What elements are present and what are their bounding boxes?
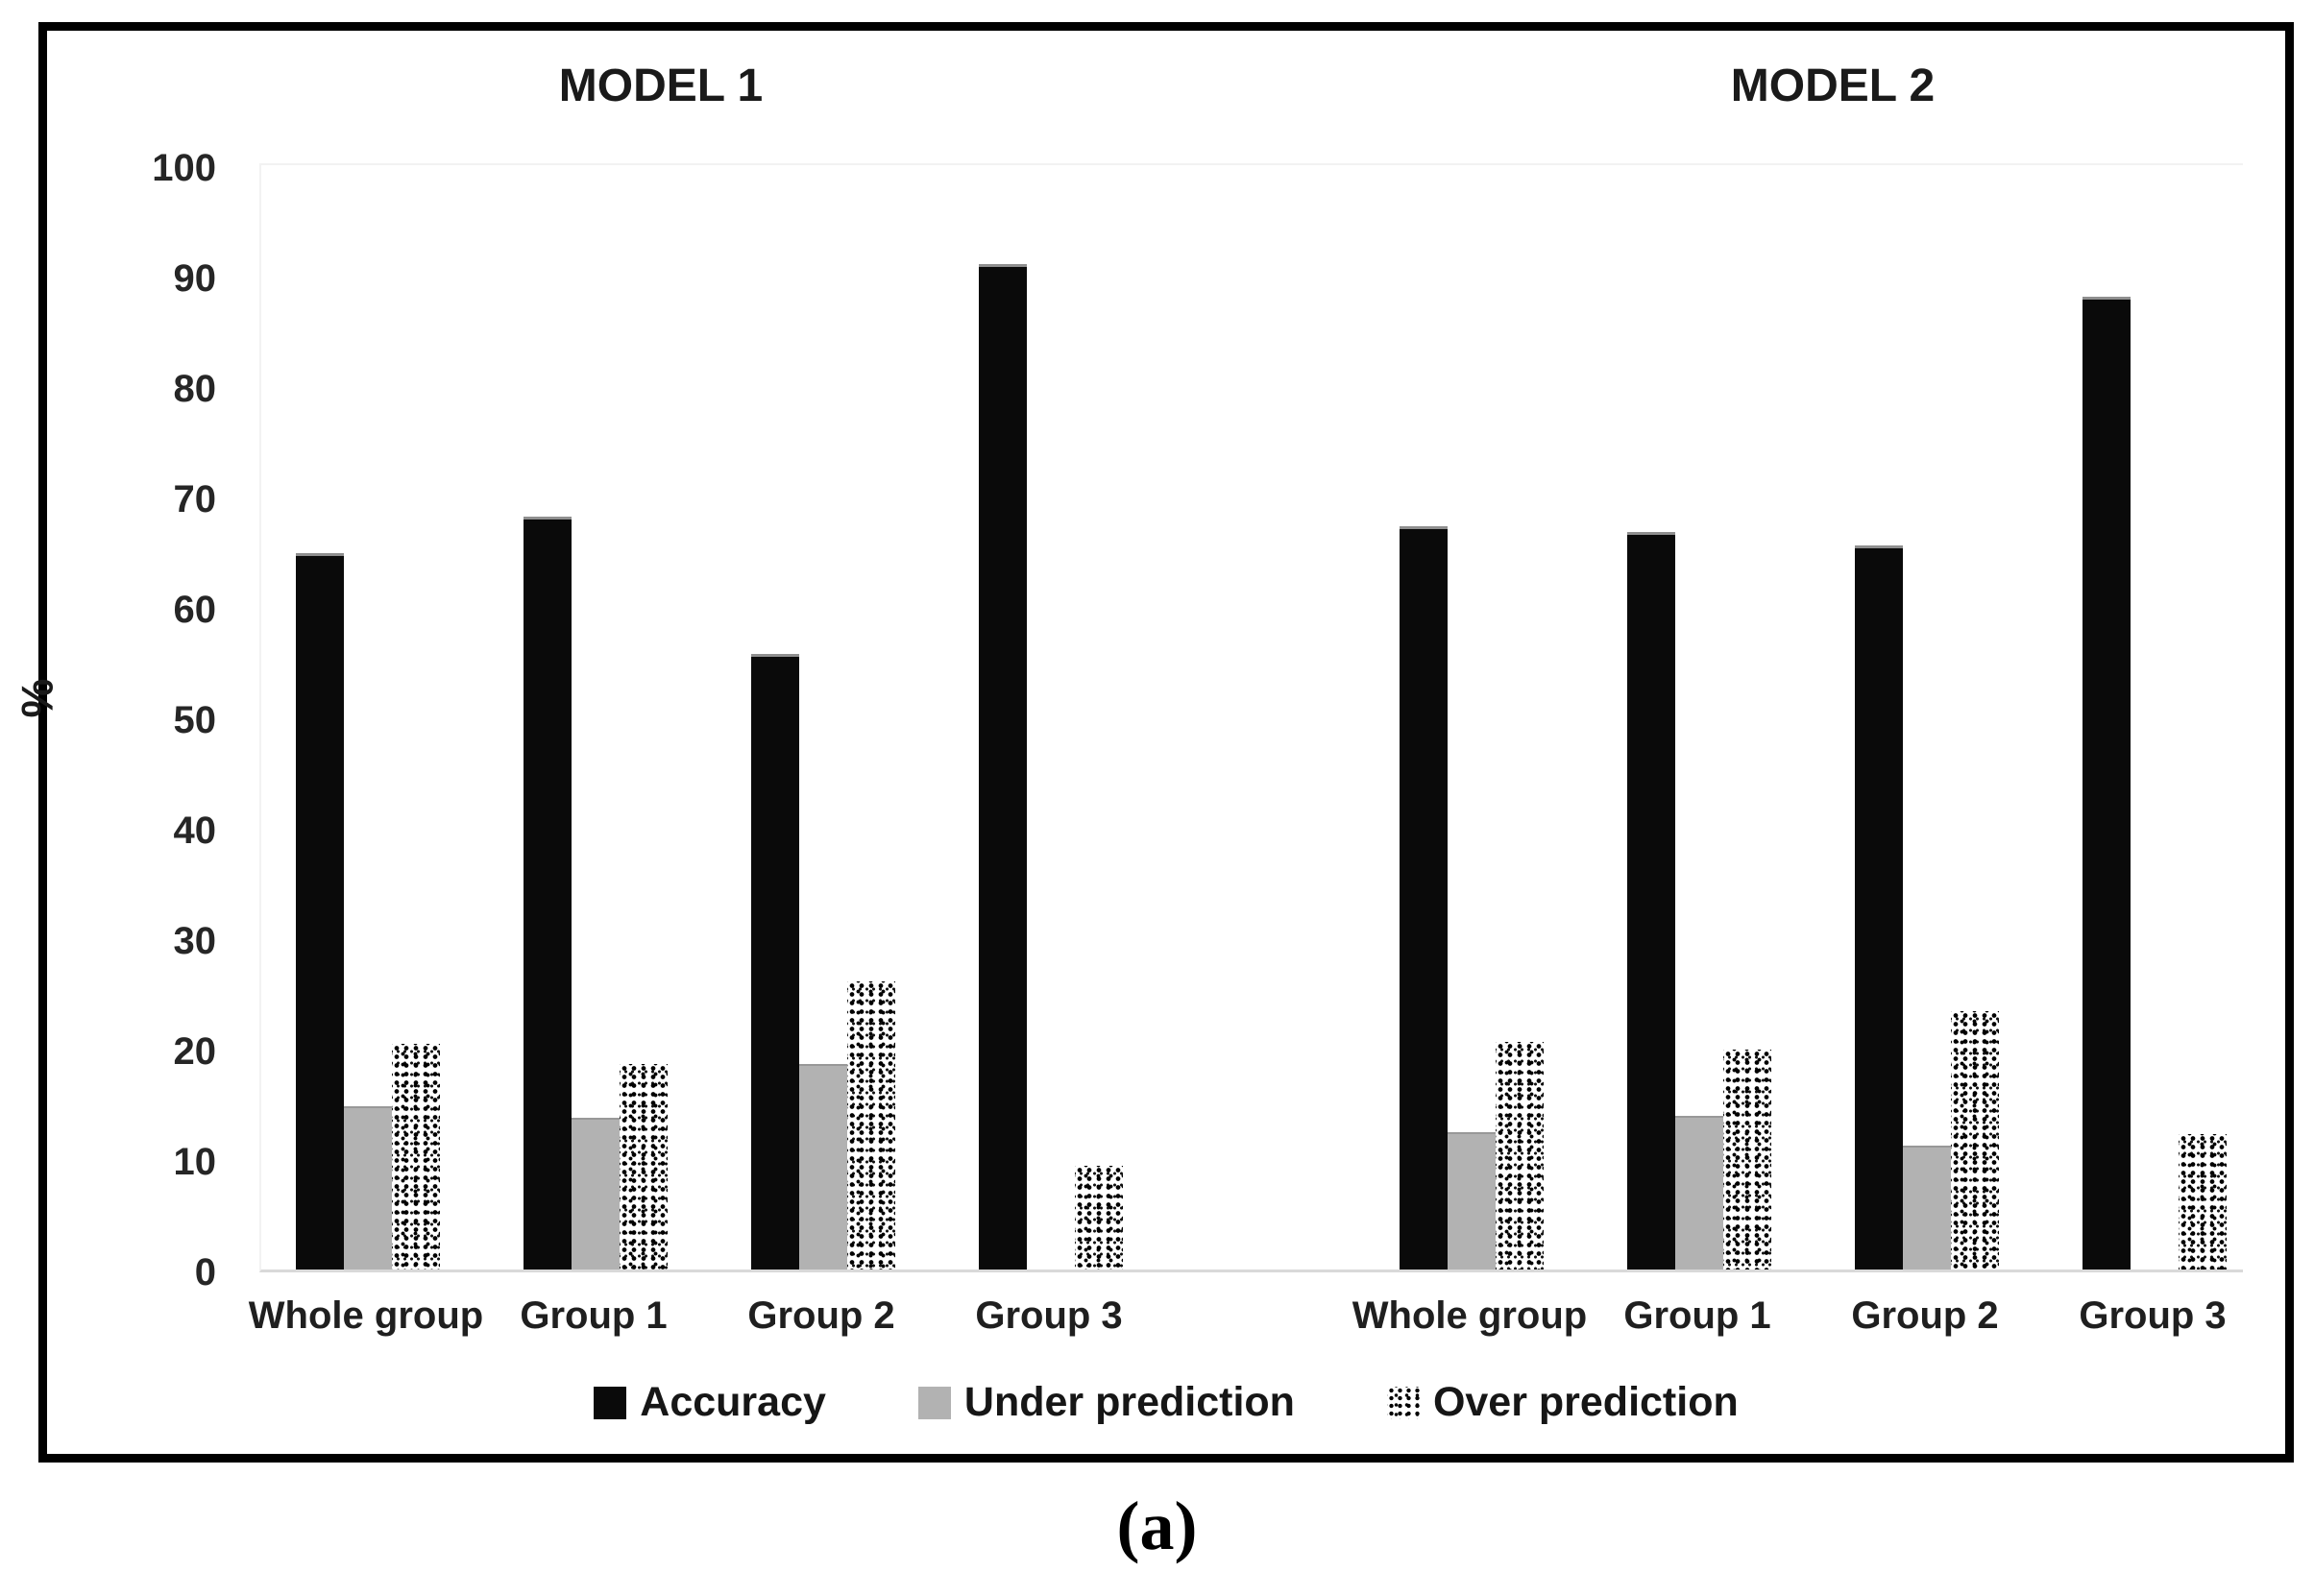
legend-marker-over-prediction-icon [1386,1386,1420,1419]
y-axis-title: % [12,678,62,718]
bar-over-prediction-model-2-group-3 [2179,1134,2227,1270]
bar-over-prediction-model-2-group-1 [1723,1050,1771,1270]
x-category-label-model-1-group-1: Group 1 [520,1294,668,1337]
bar-over-prediction-model-1-group-1 [620,1064,668,1270]
x-category-label-model-2-group-3: Group 3 [2079,1294,2227,1337]
legend-item-under-prediction: Under prediction [917,1379,1295,1426]
y-tick-label-70: 70 [173,478,217,520]
legend-label-accuracy: Accuracy [640,1379,826,1425]
panel-title-model-2: MODEL 2 [1730,60,1936,111]
bar-over-prediction-model-2-group-2 [1951,1011,1999,1270]
bar-under-prediction-model-1-whole-group [344,1106,392,1270]
y-tick-label-10: 10 [173,1141,217,1183]
x-labels-row: Whole group Group 1 Group 2 Group 3 Whole gr… [248,1294,2243,1338]
plot-area [259,163,2243,1272]
y-tick-label-30: 30 [173,920,217,962]
bar-cluster-model-2-group-1 [1627,165,1771,1270]
y-tick-label-80: 80 [173,368,217,410]
bar-cluster-model-1-group-2 [751,165,895,1270]
bar-over-prediction-model-2-whole-group [1496,1042,1544,1270]
y-tick-label-40: 40 [173,810,217,852]
legend-marker-under-prediction-icon [917,1386,951,1419]
bar-under-prediction-model-2-group-2 [1903,1146,1951,1270]
bar-cluster-model-2-whole-group [1400,165,1544,1270]
y-tick-label-20: 20 [173,1030,217,1073]
bar-under-prediction-model-2-group-1 [1675,1116,1723,1270]
bar-accuracy-model-1-whole-group [296,553,344,1270]
bar-cluster-model-1-whole-group [296,165,440,1270]
bar-accuracy-model-2-group-2 [1855,545,1903,1270]
bar-cluster-model-1-group-1 [524,165,668,1270]
y-tick-label-90: 90 [173,257,217,300]
legend-label-over-prediction: Over prediction [1432,1379,1739,1425]
x-category-label-model-2-whole-group: Whole group [1352,1294,1588,1337]
bar-over-prediction-model-1-whole-group [392,1044,440,1270]
bar-under-prediction-model-1-group-1 [572,1118,620,1270]
bar-over-prediction-model-1-group-3 [1075,1166,1123,1270]
legend-item-over-prediction: Over prediction [1386,1379,1739,1426]
y-tick-label-50: 50 [173,699,217,741]
legend-marker-accuracy-icon [594,1386,627,1419]
x-category-label-model-2-group-1: Group 1 [1623,1294,1771,1337]
bar-cluster-model-2-group-3 [2083,165,2227,1270]
x-category-label-model-2-group-2: Group 2 [1851,1294,1999,1337]
bar-accuracy-model-2-whole-group [1400,526,1448,1270]
y-tick-label-0: 0 [194,1251,216,1294]
x-category-label-model-1-whole-group: Whole group [248,1294,484,1337]
legend: Accuracy Under prediction Over prediction [38,1379,2294,1426]
bar-under-prediction-model-2-whole-group [1448,1132,1496,1270]
bar-accuracy-model-1-group-3 [979,264,1027,1270]
bar-accuracy-model-1-group-1 [524,517,572,1270]
bar-cluster-model-1-group-3 [979,165,1123,1270]
bar-accuracy-model-2-group-3 [2083,297,2131,1270]
y-tick-label-60: 60 [173,589,217,631]
legend-label-under-prediction: Under prediction [963,1379,1295,1425]
bar-accuracy-model-1-group-2 [751,654,799,1270]
y-axis: 100 90 80 70 60 50 40 30 20 10 0 [91,147,217,1294]
x-category-label-model-1-group-3: Group 3 [975,1294,1123,1337]
bar-under-prediction-model-1-group-2 [799,1064,847,1270]
bar-cluster-model-2-group-2 [1855,165,1999,1270]
panel-title-model-1: MODEL 1 [558,60,764,111]
bar-over-prediction-model-1-group-2 [847,981,895,1270]
y-tick-label-100: 100 [152,147,216,189]
legend-item-accuracy: Accuracy [594,1379,826,1426]
x-category-label-model-1-group-2: Group 2 [747,1294,895,1337]
bar-accuracy-model-2-group-1 [1627,532,1675,1270]
figure-caption: (a) [1116,1487,1198,1564]
